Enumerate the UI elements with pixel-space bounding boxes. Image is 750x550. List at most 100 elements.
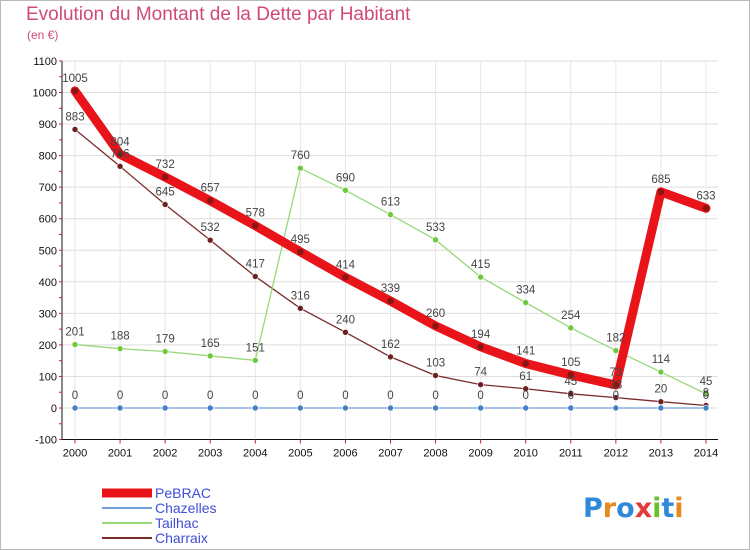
data-label: 33 [609, 380, 622, 392]
x-tick-label: 2000 [63, 448, 87, 460]
data-label: 415 [471, 259, 490, 271]
logo-letter: r [603, 493, 617, 524]
series-chazelles [71, 404, 710, 412]
data-label: 0 [207, 390, 213, 402]
x-tick-label: 2008 [423, 448, 447, 460]
y-tick-label: 0 [51, 403, 57, 415]
data-point [522, 385, 530, 393]
data-label: 260 [426, 308, 445, 320]
data-label: 182 [606, 333, 625, 345]
data-label: 20 [655, 384, 668, 396]
data-label: 165 [201, 338, 220, 350]
data-point [161, 201, 169, 208]
data-label: 760 [291, 150, 310, 162]
data-label: 73 [609, 367, 622, 379]
data-label: 114 [652, 354, 671, 366]
data-label: 254 [561, 310, 581, 322]
data-point [342, 328, 349, 336]
x-tick-label: 2013 [649, 448, 673, 460]
data-point [657, 368, 665, 376]
data-label: 240 [336, 314, 355, 326]
legend-label: PeBRAC [155, 485, 211, 501]
grid-lines [62, 60, 718, 441]
data-point [251, 404, 259, 412]
data-label: 0 [568, 390, 574, 402]
data-label: 533 [426, 222, 445, 234]
data-label: 0 [252, 390, 258, 402]
series-pebrac [70, 86, 711, 390]
data-point [71, 404, 79, 412]
data-point [432, 236, 439, 244]
logo-letter: t [661, 493, 674, 524]
axes: -100010020030040050060070080090010001100… [33, 56, 719, 460]
y-tick-label: 1100 [33, 56, 57, 68]
y-tick-label: 400 [39, 277, 57, 289]
y-tick-label: -100 [35, 435, 57, 447]
data-point [702, 204, 710, 212]
data-point [387, 297, 394, 305]
data-point [116, 151, 124, 158]
data-point [161, 348, 169, 355]
data-label: 578 [246, 208, 265, 220]
logo-letter: i [674, 493, 683, 524]
data-point [477, 404, 484, 412]
x-tick-label: 2010 [513, 448, 537, 460]
data-point [161, 404, 169, 412]
data-label: 1005 [62, 73, 88, 85]
x-tick-label: 2001 [108, 448, 132, 460]
data-point [116, 404, 124, 412]
data-point [297, 404, 304, 412]
legend-label: Tailhac [155, 515, 199, 531]
data-point [251, 357, 259, 364]
data-point [251, 273, 259, 280]
data-point [432, 322, 439, 330]
data-point [251, 222, 259, 229]
data-point [657, 188, 665, 196]
data-label: 45 [700, 376, 713, 388]
legend-label: Charraix [155, 530, 208, 546]
y-tick-label: 1000 [33, 88, 57, 100]
data-label: 188 [110, 331, 129, 343]
chart-title: Evolution du Montant de la Dette par Hab… [26, 4, 411, 25]
y-tick-label: 500 [39, 245, 57, 257]
data-point [71, 126, 79, 133]
series-charraix [71, 126, 710, 409]
data-label: 690 [336, 172, 355, 184]
logo-letter: P [583, 493, 603, 524]
data-point [71, 341, 79, 348]
data-point [522, 404, 530, 412]
data-point [206, 352, 214, 360]
data-label: 0 [162, 390, 168, 402]
y-tick-label: 200 [39, 340, 57, 352]
data-label: 657 [201, 183, 220, 195]
series-tailhac [71, 164, 710, 398]
data-point [612, 404, 620, 412]
x-tick-label: 2014 [694, 448, 718, 460]
data-point [522, 360, 529, 367]
data-point [702, 404, 710, 412]
data-label: 417 [246, 258, 265, 270]
proxiti-logo: Proxiti [583, 493, 684, 524]
x-tick-label: 2012 [604, 448, 628, 460]
data-label: 613 [381, 197, 400, 209]
data-point [206, 236, 214, 244]
data-labels-layer: 1005 804 732 657 578 495 414 339 260 194 141 105 73 6… [62, 73, 715, 402]
data-point [567, 404, 575, 412]
data-point [297, 164, 304, 172]
data-label: 0 [387, 390, 393, 402]
y-tick-label: 600 [39, 214, 57, 226]
data-point [567, 324, 575, 332]
data-label: 162 [381, 339, 400, 351]
data-point [702, 390, 710, 398]
data-label: 45 [564, 376, 577, 388]
series-layer [70, 86, 711, 412]
data-label: 0 [432, 390, 438, 402]
data-label: 0 [297, 390, 303, 402]
data-label: 414 [336, 259, 356, 271]
x-tick-label: 2003 [198, 448, 222, 460]
data-point [71, 87, 79, 95]
data-point [477, 343, 484, 351]
data-point [612, 347, 620, 354]
y-tick-label: 700 [39, 182, 57, 194]
data-label: 0 [72, 390, 78, 402]
